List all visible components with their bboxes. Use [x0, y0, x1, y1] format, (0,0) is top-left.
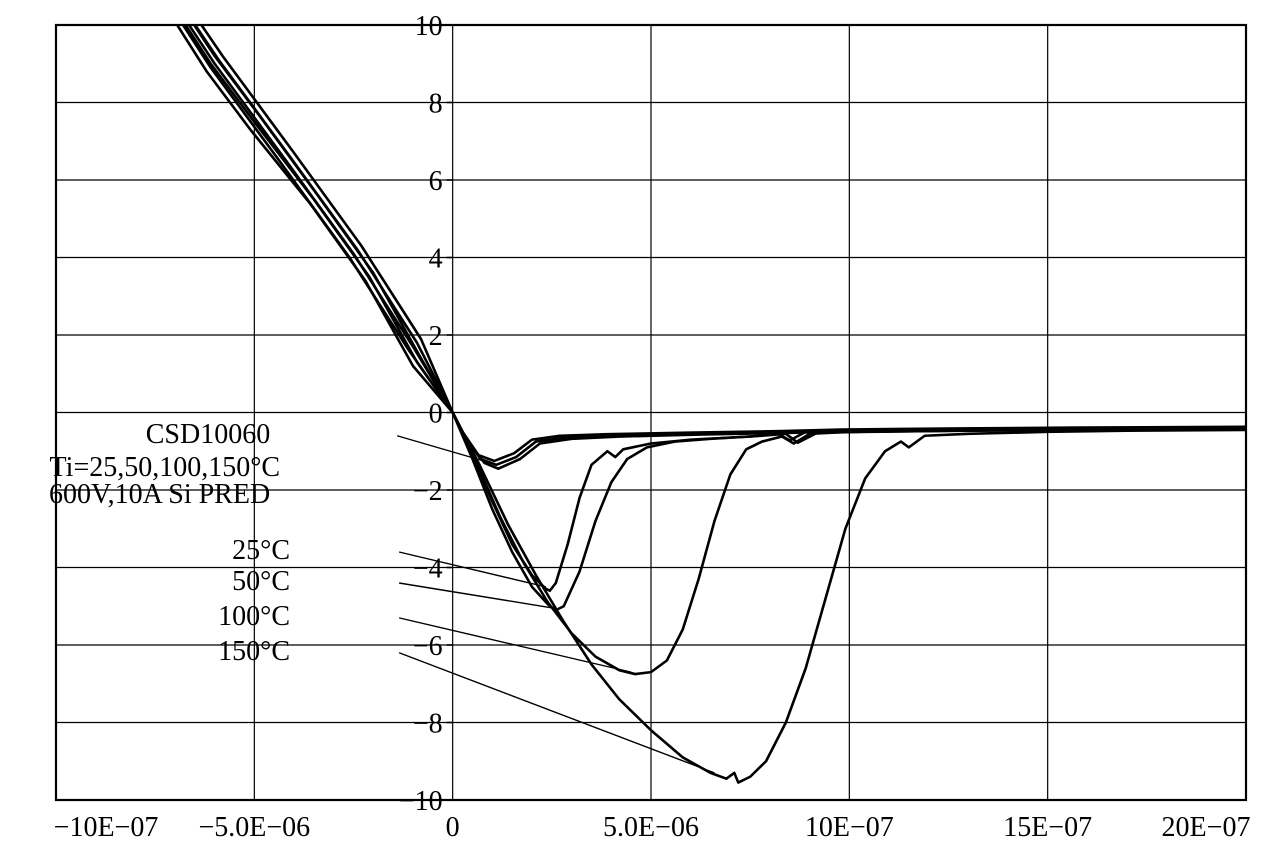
- annotation-label-4: 50°C: [232, 566, 290, 597]
- y-tick-label: 0: [429, 399, 443, 430]
- y-tick-label: 4: [429, 244, 443, 275]
- x-tick-label: −5.0E−06: [198, 812, 310, 843]
- y-tick-label: 2: [429, 321, 443, 352]
- x-tick-label: 0: [446, 812, 460, 843]
- annotation-label-6: 150°C: [218, 636, 290, 667]
- annotation-label-3: 25°C: [232, 535, 290, 566]
- y-tick-label: −10: [399, 786, 443, 817]
- annotation-label-0: CSD10060: [146, 419, 270, 450]
- x-tick-label: 20E−07: [1162, 812, 1251, 843]
- reverse-recovery-chart: −10−8−6−4−20246810−10E−07−5.0E−0605.0E−0…: [0, 0, 1280, 856]
- chart-svg: −10−8−6−4−20246810−10E−07−5.0E−0605.0E−0…: [0, 0, 1280, 856]
- x-tick-label: −10E−07: [54, 812, 159, 843]
- y-tick-label: −8: [413, 709, 443, 740]
- annotation-label-2: 600V,10A Si PRED: [49, 479, 270, 510]
- y-tick-label: 10: [415, 11, 443, 42]
- x-tick-label: 15E−07: [1003, 812, 1092, 843]
- y-tick-label: −2: [413, 476, 443, 507]
- x-tick-label: 10E−07: [805, 812, 894, 843]
- y-tick-label: 8: [429, 89, 443, 120]
- y-tick-label: −6: [413, 631, 443, 662]
- x-tick-label: 5.0E−06: [603, 812, 699, 843]
- annotation-label-5: 100°C: [218, 601, 290, 632]
- y-tick-label: 6: [429, 166, 443, 197]
